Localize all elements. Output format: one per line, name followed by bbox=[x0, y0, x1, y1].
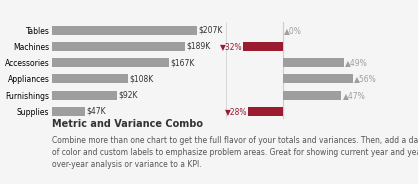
Text: $167K: $167K bbox=[171, 58, 195, 67]
Bar bbox=[243, 42, 283, 51]
Bar bbox=[52, 42, 185, 51]
Text: $207K: $207K bbox=[199, 26, 223, 35]
Text: ▲0%: ▲0% bbox=[284, 26, 302, 35]
Text: $189K: $189K bbox=[186, 42, 210, 51]
Bar bbox=[52, 58, 169, 67]
Text: ▼32%: ▼32% bbox=[219, 42, 242, 51]
Bar bbox=[52, 107, 85, 116]
Text: Metric and Variance Combo: Metric and Variance Combo bbox=[52, 119, 203, 130]
Text: ▼28%: ▼28% bbox=[225, 107, 247, 116]
Bar bbox=[52, 91, 117, 100]
Text: Combine more than one chart to get the full flavor of your totals and variances.: Combine more than one chart to get the f… bbox=[52, 136, 418, 169]
Text: ▲49%: ▲49% bbox=[345, 58, 368, 67]
Text: $108K: $108K bbox=[129, 74, 153, 83]
Bar bbox=[283, 58, 344, 67]
Text: ▲47%: ▲47% bbox=[343, 91, 365, 100]
Bar bbox=[283, 91, 342, 100]
Bar bbox=[52, 75, 128, 83]
Text: $47K: $47K bbox=[87, 107, 106, 116]
Text: $92K: $92K bbox=[118, 91, 138, 100]
Text: ▲56%: ▲56% bbox=[354, 74, 377, 83]
Bar bbox=[52, 26, 197, 35]
Bar bbox=[248, 107, 283, 116]
Bar bbox=[283, 75, 353, 83]
